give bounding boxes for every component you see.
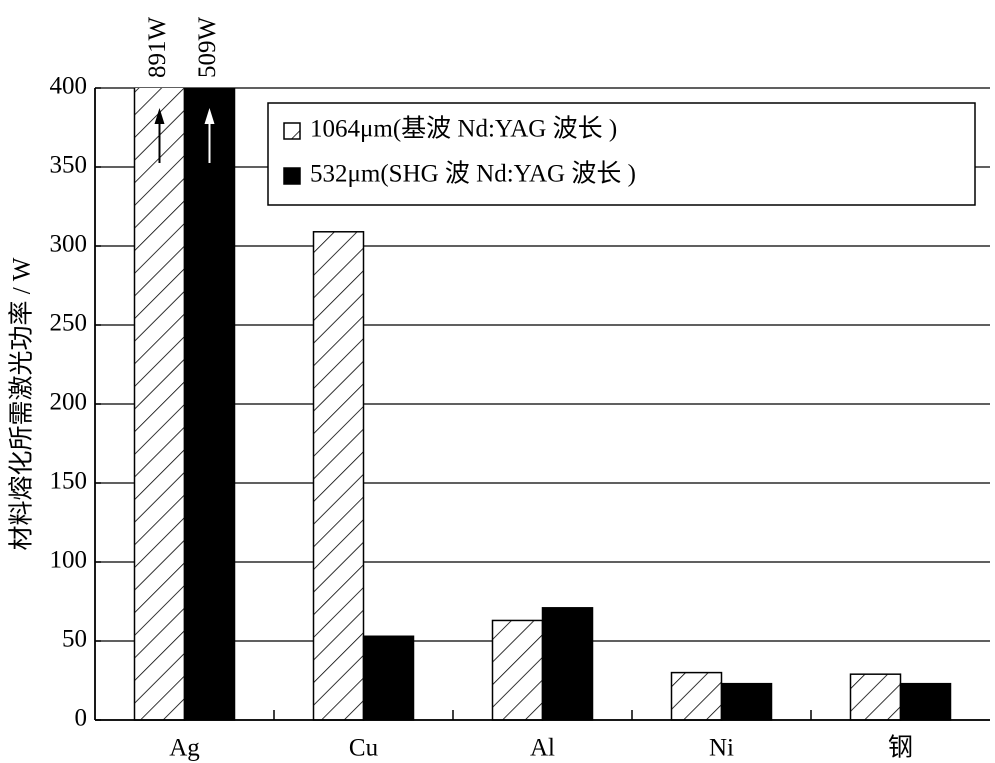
- bar: [899, 682, 952, 721]
- value-label: 509W: [194, 17, 221, 79]
- x-tick-label: 钢: [888, 734, 913, 762]
- y-tick-label: 0: [75, 705, 88, 732]
- x-tick-label: Al: [530, 735, 555, 762]
- y-tick-label: 200: [50, 389, 88, 416]
- x-tick-label: Cu: [349, 735, 379, 762]
- legend-box: [267, 102, 976, 206]
- y-tick-label: 400: [50, 73, 88, 100]
- bar: [541, 607, 594, 721]
- bar: [362, 635, 415, 721]
- y-tick-label: 50: [62, 626, 87, 653]
- y-tick-label: 300: [50, 231, 88, 258]
- legend-label: 1064μm(基波 Nd:YAG 波长 ): [310, 115, 617, 143]
- x-tick-label: Ag: [169, 735, 200, 762]
- value-label: 891W: [144, 17, 171, 79]
- bar: [183, 88, 236, 721]
- x-tick-label: Ni: [709, 735, 734, 762]
- legend-label: 532μm(SHG 波 Nd:YAG 波长 ): [310, 160, 636, 188]
- bars: [133, 88, 952, 721]
- bar: [491, 619, 544, 721]
- bar: [312, 231, 365, 721]
- bar: [670, 671, 723, 721]
- y-tick-label: 350: [50, 152, 88, 179]
- bar: [720, 682, 773, 721]
- overflow-arrow-head: [154, 108, 165, 124]
- y-axis-label: 材料熔化所需激光功率 / W: [8, 257, 36, 550]
- legend-swatch: [283, 122, 301, 140]
- bar: [849, 673, 902, 721]
- legend-swatch: [283, 167, 301, 185]
- y-tick-label: 150: [50, 468, 88, 495]
- y-tick-label: 100: [50, 547, 88, 574]
- legend: 1064μm(基波 Nd:YAG 波长 ) 532μm(SHG 波 Nd:YAG …: [267, 102, 976, 206]
- overflow-arrow-head: [204, 108, 215, 124]
- y-tick-label: 250: [50, 310, 88, 337]
